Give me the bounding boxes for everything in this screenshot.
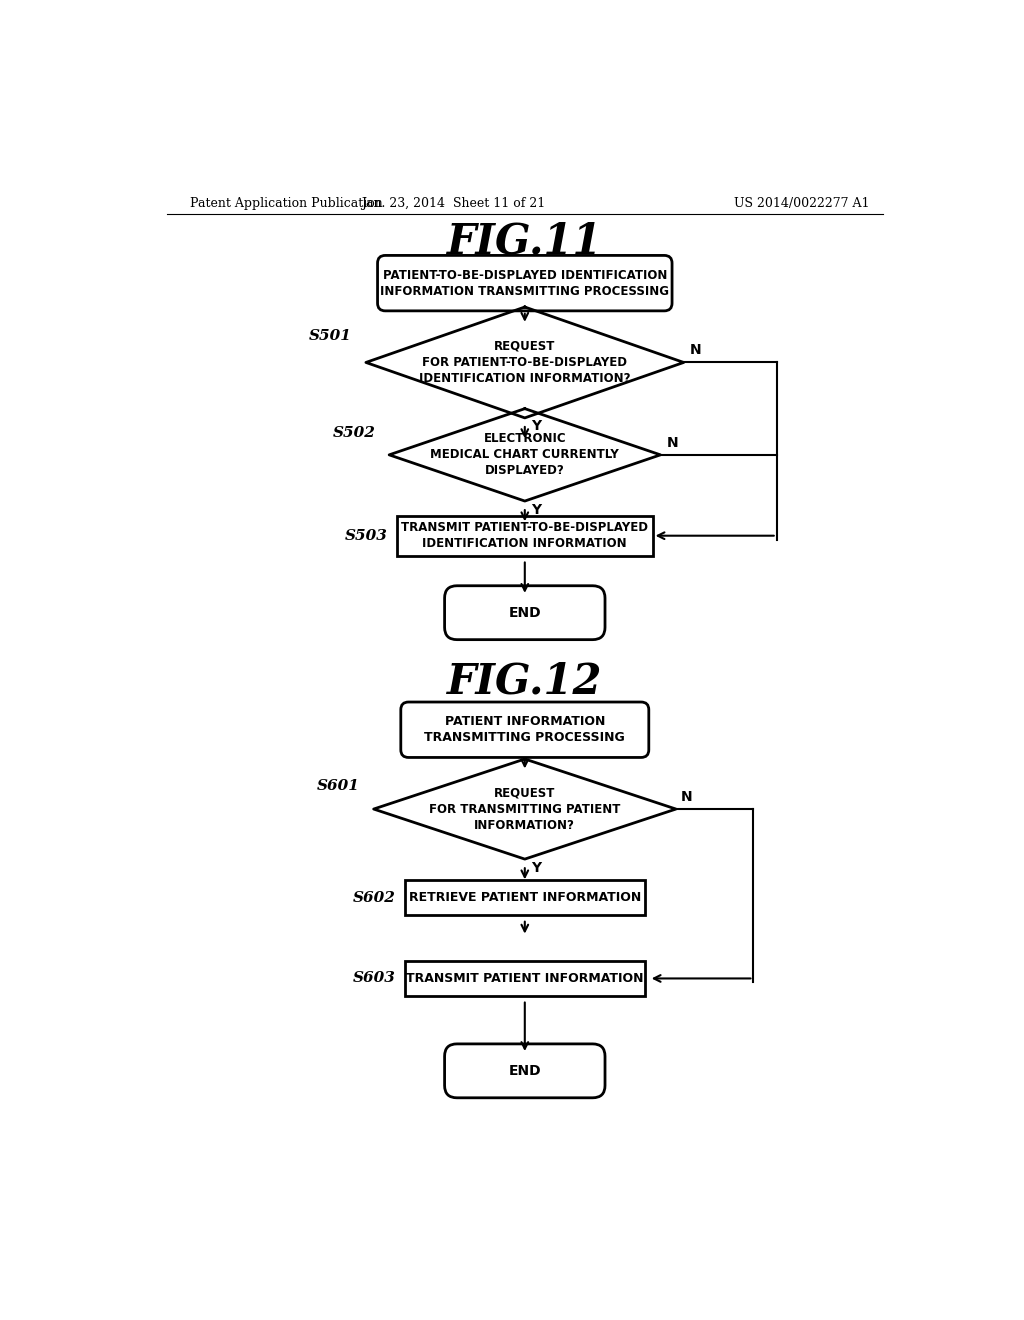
Text: PATIENT INFORMATION
TRANSMITTING PROCESSING: PATIENT INFORMATION TRANSMITTING PROCESS… (424, 715, 626, 744)
Text: N: N (690, 343, 701, 358)
Text: REQUEST
FOR TRANSMITTING PATIENT
INFORMATION?: REQUEST FOR TRANSMITTING PATIENT INFORMA… (429, 787, 621, 832)
Text: S502: S502 (333, 426, 375, 441)
Text: S603: S603 (352, 972, 395, 986)
Text: RETRIEVE PATIENT INFORMATION: RETRIEVE PATIENT INFORMATION (409, 891, 641, 904)
FancyBboxPatch shape (378, 256, 672, 312)
Text: S501: S501 (309, 329, 352, 342)
Text: END: END (509, 606, 541, 619)
Text: S601: S601 (316, 779, 359, 793)
Bar (397, 516, 652, 556)
Text: REQUEST
FOR PATIENT-TO-BE-DISPLAYED
IDENTIFICATION INFORMATION?: REQUEST FOR PATIENT-TO-BE-DISPLAYED IDEN… (419, 341, 631, 385)
Text: Patent Application Publication: Patent Application Publication (190, 197, 383, 210)
Text: TRANSMIT PATIENT INFORMATION: TRANSMIT PATIENT INFORMATION (407, 972, 643, 985)
Text: Y: Y (531, 861, 541, 875)
Text: S503: S503 (345, 529, 388, 543)
Text: Y: Y (531, 503, 541, 516)
Text: Y: Y (531, 420, 541, 433)
Text: ELECTRONIC
MEDICAL CHART CURRENTLY
DISPLAYED?: ELECTRONIC MEDICAL CHART CURRENTLY DISPL… (430, 433, 620, 478)
FancyBboxPatch shape (444, 1044, 605, 1098)
Text: US 2014/0022277 A1: US 2014/0022277 A1 (734, 197, 870, 210)
Text: S602: S602 (352, 891, 395, 904)
Text: N: N (667, 436, 678, 450)
FancyBboxPatch shape (444, 586, 605, 640)
Text: N: N (681, 789, 692, 804)
Text: END: END (509, 1064, 541, 1078)
Bar (404, 961, 645, 995)
Text: TRANSMIT PATIENT-TO-BE-DISPLAYED
IDENTIFICATION INFORMATION: TRANSMIT PATIENT-TO-BE-DISPLAYED IDENTIF… (401, 521, 648, 550)
Text: PATIENT-TO-BE-DISPLAYED IDENTIFICATION
INFORMATION TRANSMITTING PROCESSING: PATIENT-TO-BE-DISPLAYED IDENTIFICATION I… (380, 269, 670, 297)
FancyBboxPatch shape (400, 702, 649, 758)
Text: FIG.11: FIG.11 (447, 220, 602, 263)
Text: Jan. 23, 2014  Sheet 11 of 21: Jan. 23, 2014 Sheet 11 of 21 (361, 197, 546, 210)
Bar (404, 880, 645, 915)
Text: FIG.12: FIG.12 (447, 661, 602, 704)
